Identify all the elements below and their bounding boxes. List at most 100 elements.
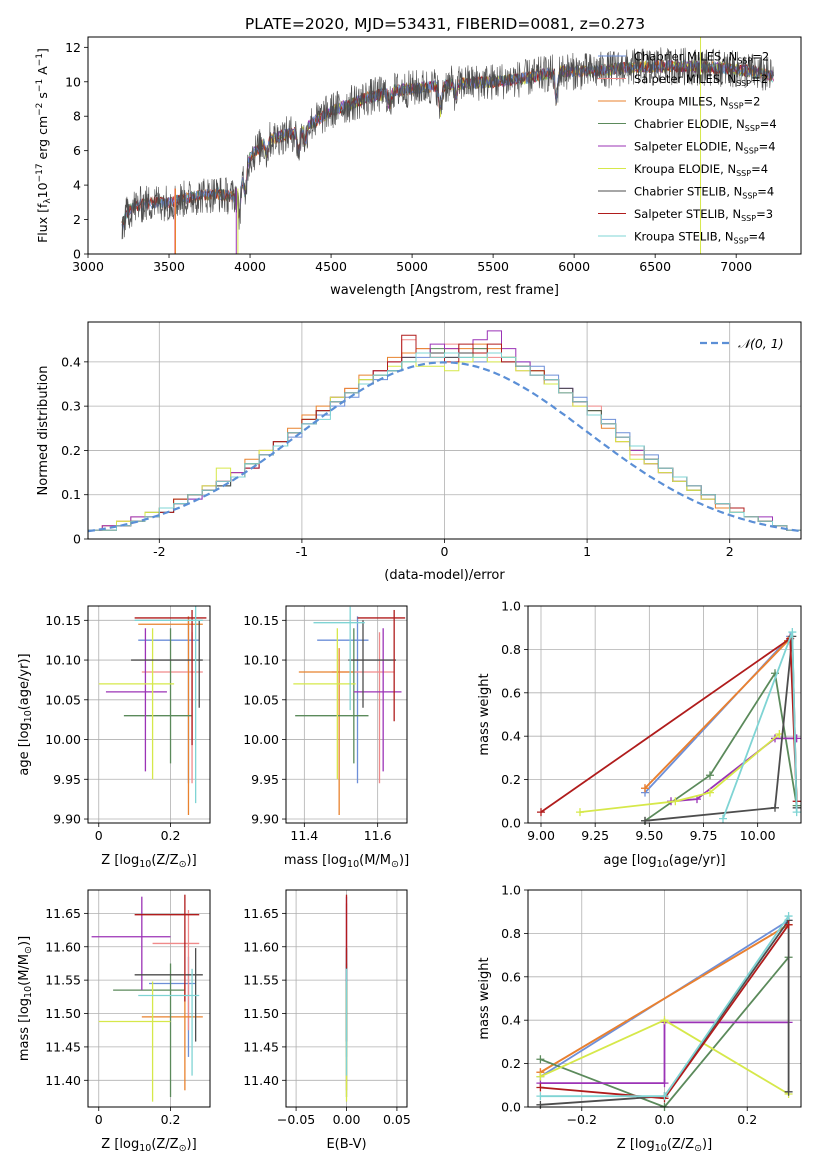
mass-vs-z-xtick-label: 0	[95, 1112, 103, 1127]
weight-series-line	[579, 733, 780, 813]
legend-entry: Kroupa ELODIE, NSSP=4	[634, 162, 768, 178]
mass-vs-z-xlabel-part: (Z/Z	[151, 1137, 178, 1152]
age-vs-mass-frame	[285, 605, 408, 824]
age-vs-z-ytick-label: 10.15	[45, 613, 81, 628]
weight-vs-age-axes: 9.00 9.25 9.50 9.75 10.00 0.0 0.2 0.4 0.6 0.8 1.0	[501, 599, 801, 843]
weight-marker	[660, 1016, 669, 1025]
age-vs-mass-ytick-label: 9.95	[251, 772, 279, 787]
weight-marker	[536, 1092, 545, 1101]
weight-series-line	[644, 670, 798, 822]
age-vs-mass-xtick-label: 11.6	[364, 828, 392, 843]
spectrum-xlabel: wavelength [Angstrom, rest frame]	[330, 283, 559, 298]
weight-vs-z-ytick-label: 1.0	[501, 883, 521, 898]
legend-entry: Salpeter MILES, NSSP=2	[634, 72, 768, 88]
mass-vs-z-xlabel-part: Z [log	[101, 1137, 139, 1152]
weight-vs-age-xtick-label: 9.00	[527, 828, 555, 843]
weight-series-line	[539, 923, 790, 1074]
age-vs-z-ylabel-part: age [log	[17, 722, 32, 775]
weight-marker	[537, 808, 545, 817]
residuals-xtick-label: -1	[296, 544, 308, 559]
weight-marker	[660, 1092, 669, 1101]
mass-vs-z-ylabel-part: (M/M	[17, 954, 32, 986]
spectrum-ytick-label: 2	[73, 212, 81, 227]
spectrum-ytick-label: 0	[73, 247, 81, 262]
mass-vs-z-xlabel-part: ⊙	[179, 1143, 187, 1154]
weight-marker	[536, 1083, 545, 1092]
weight-series-line	[644, 636, 798, 822]
spectrum-xtick-label: 3500	[153, 259, 185, 274]
age-vs-z-ytick-label: 9.95	[53, 772, 81, 787]
legend-entry: Chabrier MILES, NSSP=2	[634, 50, 769, 66]
spectrum-ylabel-part: Flux [f	[35, 203, 50, 243]
normal-curve	[88, 361, 801, 533]
weight-vs-z-xtick-label: 0.2	[737, 1112, 757, 1127]
residuals-ytick-label: 0	[73, 532, 81, 547]
weight-vs-z-ytick-label: 0.4	[501, 1013, 521, 1028]
weight-vs-z-ytick-label: 0.0	[501, 1100, 521, 1115]
weight-marker	[771, 803, 779, 812]
spectrum-xtick-label: 3000	[72, 259, 104, 274]
age-vs-mass-ytick-label: 10.00	[243, 732, 279, 747]
spectrum-ylabel-part: 10	[35, 182, 50, 198]
residuals-frame	[87, 321, 802, 540]
weight-marker	[784, 1087, 793, 1096]
age-vs-mass-ytick-label: 10.15	[243, 613, 279, 628]
age-vs-mass-xlabel-part: (M/M	[359, 853, 391, 868]
age-vs-z-xlabel-part: ⊙	[179, 859, 187, 870]
weight-vs-z-ytick-label: 0.6	[501, 969, 521, 984]
histogram-series-step	[88, 352, 801, 539]
mass-vs-ebv-xtick-label: 0.00	[333, 1112, 361, 1127]
spectrum-ylabel-part: s	[35, 92, 50, 103]
age-vs-mass-xlabel-part: mass [log	[284, 853, 347, 868]
weight-marker	[719, 814, 727, 823]
weight-marker	[706, 771, 714, 780]
age-vs-mass-xtick-label: 11.4	[290, 828, 318, 843]
legend-entry: Salpeter ELODIE, NSSP=4	[634, 140, 776, 156]
age-vs-z-ytick-label: 10.10	[45, 653, 81, 668]
weight-vs-z-xlabel-part: (Z/Z	[667, 1137, 694, 1152]
weight-vs-z-frame	[527, 889, 802, 1108]
age-vs-z-ytick-label: 10.00	[45, 732, 81, 747]
mass-vs-ebv-ytick-label: 11.60	[243, 939, 279, 954]
weight-vs-age-ytick-label: 0.0	[501, 816, 521, 831]
weight-vs-age-xtick-label: 9.25	[581, 828, 609, 843]
spectrum-xtick-label: 4500	[315, 259, 347, 274]
residuals-xtick-label: -2	[153, 544, 165, 559]
residuals-ytick-label: 0.2	[61, 443, 81, 458]
weight-marker	[536, 1100, 545, 1109]
mass-vs-ebv-xtick-label: −0.05	[277, 1112, 315, 1127]
mass-vs-z-ylabel-part: mass [log	[17, 998, 32, 1061]
mass-vs-z-ylabel-part: 10	[23, 986, 34, 998]
weight-vs-z-ytick-label: 0.2	[501, 1056, 521, 1071]
legend-entry: Kroupa STELIB, NSSP=4	[634, 230, 765, 246]
weight-vs-age-ytick-label: 0.8	[501, 642, 521, 657]
residuals-ytick-label: 0.3	[61, 399, 81, 414]
spectrum-xtick-label: 4000	[234, 259, 266, 274]
mass-vs-z-ytick-label: 11.40	[45, 1073, 81, 1088]
weight-marker	[784, 920, 793, 929]
weight-vs-z-axes: −0.2 0.0 0.2 0.0 0.2 0.4 0.6 0.8 1.0	[501, 883, 801, 1127]
residuals-xtick-label: 2	[726, 544, 734, 559]
age-vs-mass-ytick-label: 9.90	[251, 812, 279, 827]
weight-series-line	[644, 640, 789, 789]
mass-vs-z-xlabel-part: )]	[187, 1137, 197, 1152]
age-vs-mass-xlabel-part: ⊙	[391, 859, 399, 870]
legend-entry: Chabrier ELODIE, NSSP=4	[634, 117, 777, 133]
mass-vs-z-xtick-label: 0.2	[161, 1112, 181, 1127]
weight-vs-age-xlabel: age [log10(age/yr)]	[603, 853, 725, 870]
weight-vs-z-xtick-label: −0.2	[567, 1112, 597, 1127]
legend-entry: 𝒩(0, 1)	[738, 336, 784, 351]
spectrum-ylabel-part: −2	[35, 103, 45, 116]
weight-vs-age-ytick-label: 0.4	[501, 729, 521, 744]
weight-vs-age-xlabel-part: 10	[657, 859, 669, 870]
spectrum-ytick-label: 4	[73, 178, 81, 193]
weight-marker	[788, 628, 797, 637]
spectrum-xtick-label: 6500	[639, 259, 671, 274]
mass-vs-z-axes: 0 0.2 11.40 11.45 11.50 11.55 11.60 11.65	[45, 890, 210, 1127]
weight-series-line	[540, 917, 790, 1106]
spectrum-ytick-label: 6	[73, 143, 81, 158]
age-vs-mass-ytick-label: 10.10	[243, 653, 279, 668]
weight-series-line	[670, 737, 797, 803]
weight-vs-z-xlabel-part: 10	[655, 1143, 667, 1154]
weight-series-line	[540, 956, 790, 1107]
